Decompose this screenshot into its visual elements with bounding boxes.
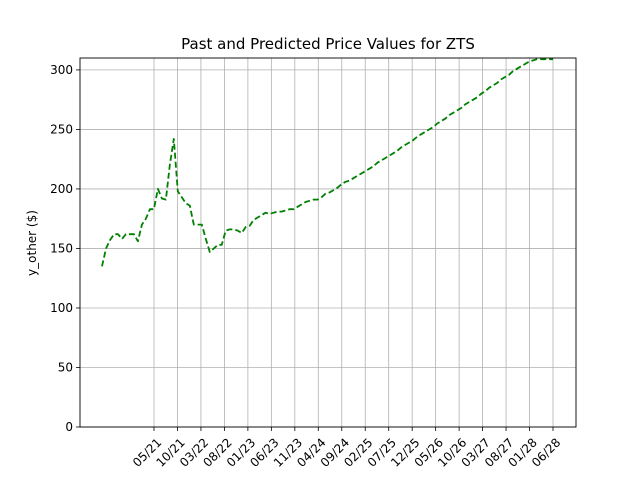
series-line [101, 58, 553, 267]
y-axis-label: y_other ($) [25, 210, 39, 276]
y-tick-label: 100 [50, 301, 73, 315]
grid [80, 58, 576, 428]
y-tick-label: 0 [65, 420, 73, 434]
plot-area [101, 58, 553, 267]
chart-title: Past and Predicted Price Values for ZTS [181, 35, 475, 53]
ticks: 05010015020025030005/2110/2103/2208/2201… [50, 63, 563, 470]
y-tick-label: 250 [50, 122, 73, 136]
y-tick-label: 50 [58, 360, 73, 374]
y-tick-label: 200 [50, 182, 73, 196]
y-tick-label: 300 [50, 63, 73, 77]
axes [79, 57, 577, 428]
y-tick-label: 150 [50, 241, 73, 255]
axes-frame [79, 57, 577, 428]
